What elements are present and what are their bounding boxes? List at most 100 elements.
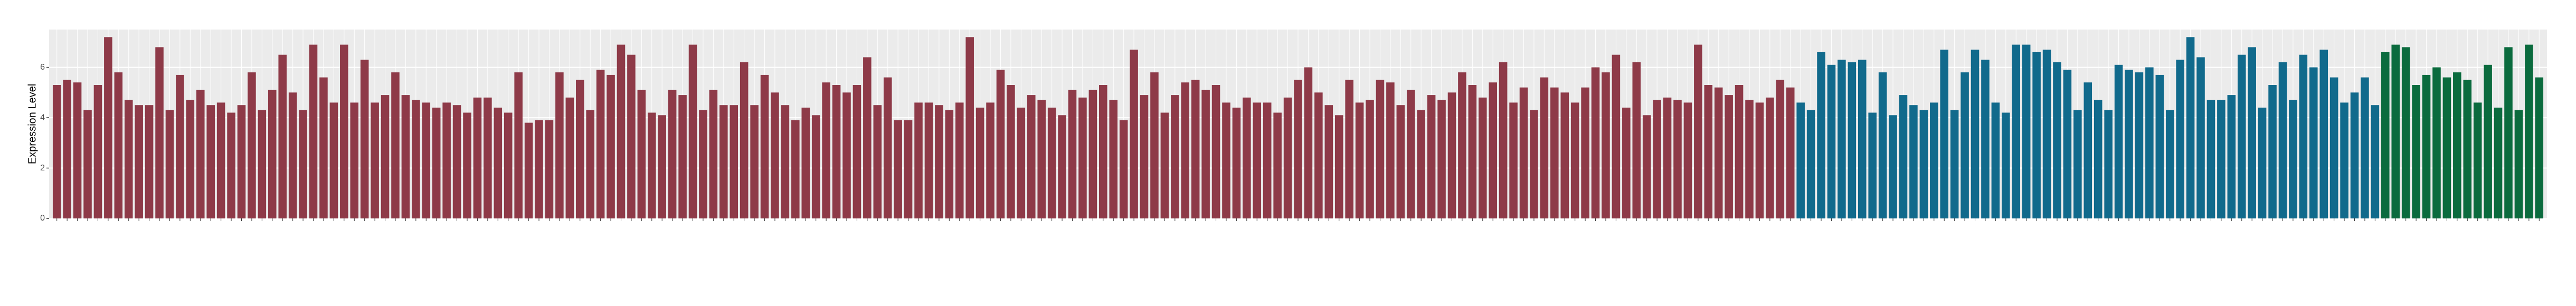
- bar: [2350, 92, 2359, 218]
- bar: [1479, 97, 1487, 218]
- bar: [1961, 72, 1969, 218]
- bar: [668, 90, 677, 218]
- bar: [1427, 95, 1436, 218]
- bar: [1345, 80, 1353, 218]
- bar: [801, 107, 810, 218]
- bar: [2135, 72, 2144, 218]
- bar: [473, 97, 482, 218]
- bar: [1078, 97, 1087, 218]
- bar: [1714, 87, 1723, 218]
- bar: [1550, 87, 1559, 218]
- bar: [1909, 105, 1918, 218]
- bar: [894, 120, 902, 218]
- bar: [1099, 85, 1107, 218]
- bar: [1971, 50, 1980, 218]
- bar: [781, 105, 790, 218]
- bar: [1694, 44, 1702, 218]
- bar: [2278, 62, 2287, 218]
- bar: [1940, 50, 1948, 218]
- bar: [2371, 105, 2380, 218]
- bar: [1806, 110, 1815, 218]
- bar: [1140, 95, 1149, 218]
- bar: [2094, 100, 2103, 218]
- bar: [2442, 77, 2451, 218]
- bar: [719, 105, 728, 218]
- bar: [771, 92, 779, 218]
- bar: [1324, 105, 1333, 218]
- bar: [2361, 77, 2369, 218]
- bar: [637, 90, 646, 218]
- y-axis-label: Expression Level: [26, 84, 38, 164]
- bar: [873, 105, 882, 218]
- bar: [2412, 85, 2420, 218]
- bar: [924, 102, 933, 218]
- bar: [1109, 100, 1117, 218]
- bar: [2227, 95, 2236, 218]
- bar: [104, 37, 112, 218]
- bar: [145, 105, 154, 218]
- bar: [2432, 67, 2441, 218]
- bar: [248, 72, 256, 218]
- bar: [2114, 64, 2123, 219]
- bar: [1160, 112, 1169, 218]
- bar: [1827, 64, 1836, 219]
- bar: [1868, 112, 1877, 218]
- bar: [1817, 52, 1825, 219]
- bar: [760, 74, 769, 219]
- bar: [1396, 105, 1405, 218]
- bar: [1766, 97, 1774, 218]
- bar: [1632, 62, 1641, 218]
- bar: [740, 62, 749, 218]
- bar: [206, 105, 215, 218]
- bar: [1509, 102, 1518, 218]
- y-tick-label: 0: [40, 214, 45, 223]
- bar: [1243, 97, 1251, 218]
- bar: [2083, 82, 2092, 219]
- bar: [986, 102, 995, 218]
- bar: [2494, 107, 2503, 218]
- bar: [52, 85, 61, 218]
- bar: [93, 85, 102, 218]
- bar: [1930, 102, 1938, 218]
- bar: [1878, 72, 1887, 218]
- bar: [1263, 102, 1272, 218]
- bar: [73, 82, 82, 219]
- bar: [2002, 112, 2010, 218]
- bar: [135, 105, 143, 218]
- bar: [1704, 85, 1713, 218]
- bar: [1981, 60, 1990, 218]
- bar: [1222, 102, 1230, 218]
- bar: [1366, 100, 1374, 218]
- bar: [750, 105, 759, 218]
- y-tick-label: 6: [40, 63, 45, 72]
- bar: [452, 105, 461, 218]
- bar: [648, 112, 656, 218]
- bar: [1171, 95, 1179, 218]
- bar: [1232, 107, 1241, 218]
- bar: [1735, 85, 1744, 218]
- bar: [627, 54, 636, 218]
- bar: [2309, 67, 2318, 218]
- bar: [391, 72, 400, 218]
- bar: [258, 110, 267, 218]
- bar: [832, 85, 841, 218]
- bar: [1786, 87, 1795, 218]
- bar: [1417, 110, 1425, 218]
- bar: [124, 100, 133, 218]
- bar: [2176, 60, 2184, 218]
- bar: [278, 54, 287, 218]
- bar: [904, 120, 913, 218]
- bar: [535, 120, 543, 218]
- bar: [2319, 50, 2328, 218]
- bar: [2165, 110, 2174, 218]
- bar: [2042, 50, 2051, 218]
- bar: [1540, 77, 1549, 218]
- bar: [678, 95, 687, 218]
- bar: [965, 37, 974, 218]
- bar: [1683, 102, 1692, 218]
- bar: [565, 97, 574, 218]
- bar: [575, 80, 584, 218]
- bar: [381, 95, 390, 218]
- bar: [545, 120, 554, 218]
